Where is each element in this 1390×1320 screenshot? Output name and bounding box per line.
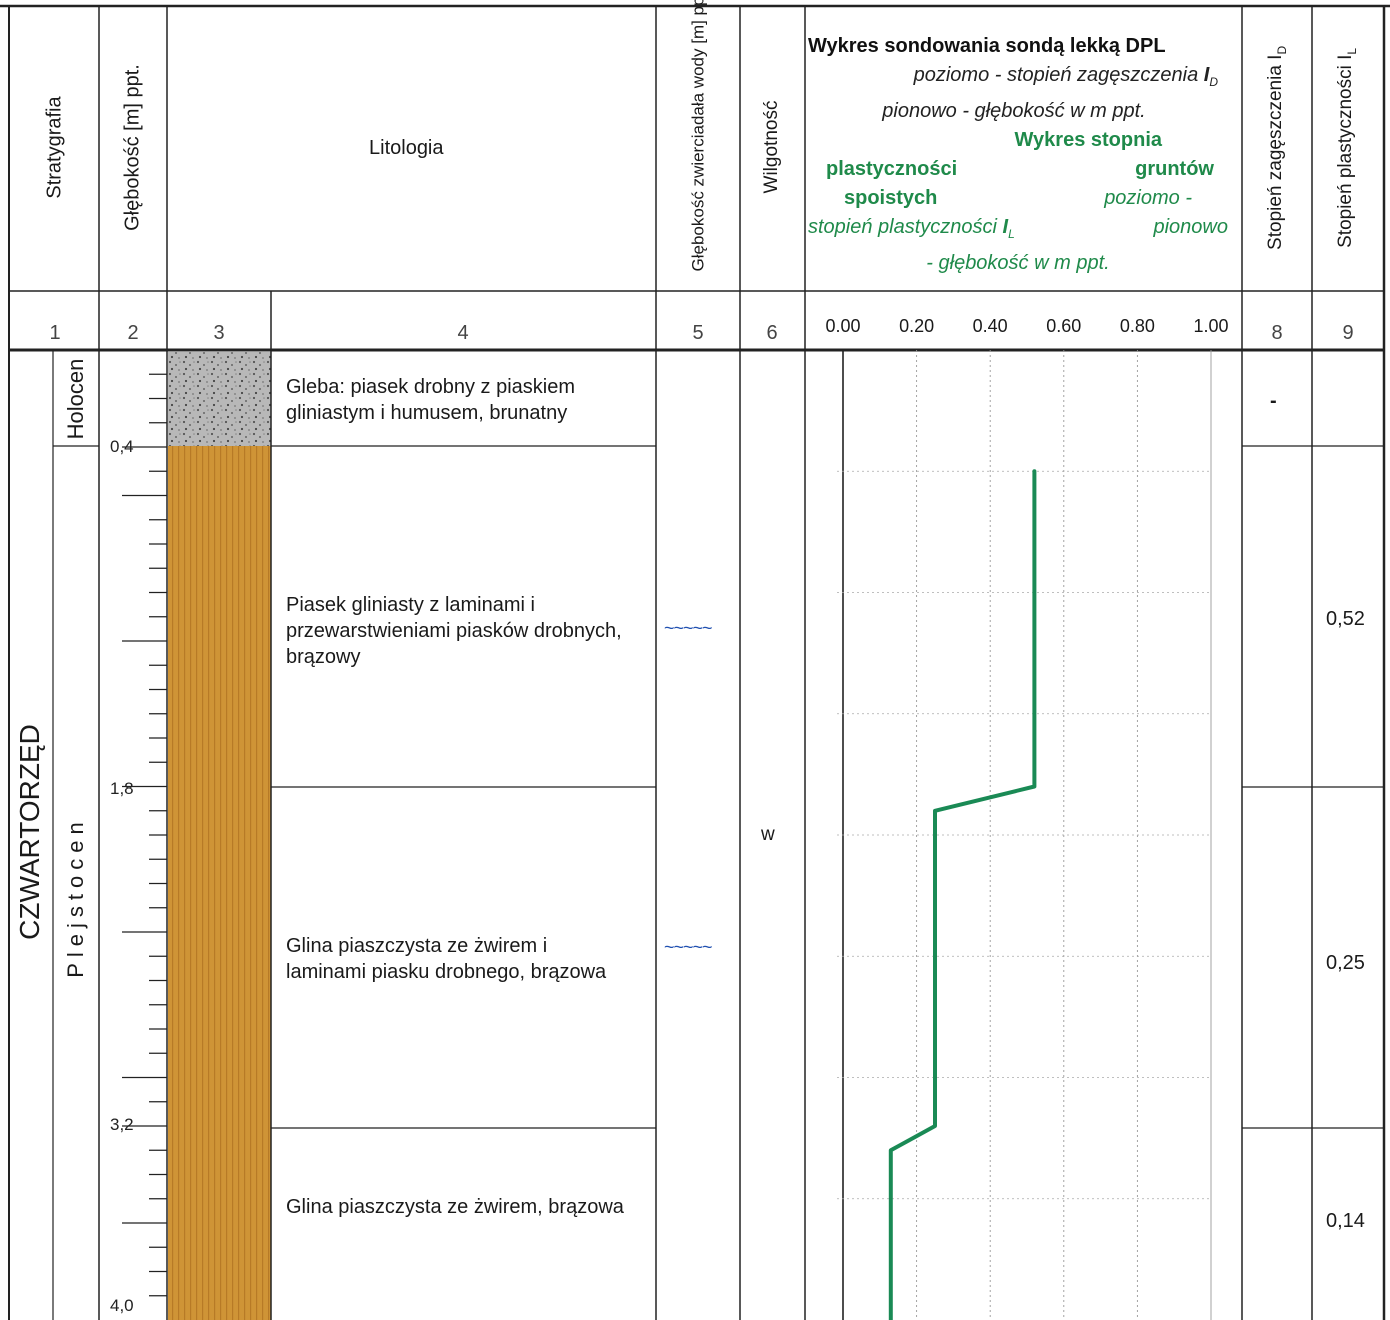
layer-2-description: Piasek gliniasty z laminami i przewarstwi… [286, 594, 622, 668]
holocene-label: Holocen [63, 358, 88, 440]
id-value-layer-1: - [1270, 390, 1277, 412]
il-value-layer-3: 0,25 [1326, 952, 1365, 974]
header-water-depth: Głębokość zwierciadała wody [m] ppt. [688, 0, 709, 272]
chart-x-tick-label: 0.20 [899, 316, 935, 336]
chart-title-line3: pionowo - głębokość w m ppt. [882, 100, 1146, 122]
header-wilgotnosc: Wilgotność [761, 100, 782, 194]
chart-title-line8: - głębokość w m ppt. [926, 252, 1110, 274]
depth-label-4-0: 4,0 [110, 1296, 134, 1315]
plasticity-curve [888, 469, 1037, 1320]
header-il-sub: L [1344, 47, 1359, 55]
header-id-text: Stopień zagęszczenia I [1265, 54, 1287, 250]
era-label: CZWARTORZĘD [14, 724, 45, 940]
depth-scale-ticks [122, 373, 167, 1297]
col-number-1: 1 [49, 322, 61, 344]
header-stratygrafia: Stratygrafia [43, 96, 66, 199]
layer-4-description: Glina piaszczysta ze żwirem, brązowa [286, 1196, 624, 1218]
depth-label-0-4: 0,4 [110, 437, 134, 456]
header-stopien-zageszczenia: Stopień zagęszczenia ID [1265, 13, 1289, 283]
col-number-5: 5 [692, 322, 704, 344]
chart-title-line4: Wykres stopnia [1014, 129, 1162, 151]
table-frame [0, 4, 1390, 1320]
col-number-8: 8 [1271, 322, 1283, 344]
chart-title: Wykres sondowania sondą lekką DPL poziom… [808, 32, 1236, 278]
moisture-value: w [761, 824, 775, 845]
pleistocene-label: Plejstocen [63, 816, 88, 978]
chart-title-line6: spoistych poziomo - [844, 187, 1192, 209]
il-value-layer-4: 0,14 [1326, 1210, 1365, 1232]
soil-pattern-fill [168, 352, 271, 446]
header-water-depth-text: Głębokość zwierciadała wody [m] ppt. [688, 0, 708, 272]
depth-label-3-2: 3,2 [110, 1115, 134, 1134]
header-glebokosc: Głębokość [m] ppt. [121, 64, 144, 231]
chart-title-line7: stopień plastyczności IL pionowo [808, 216, 1228, 241]
header-id-sub: D [1274, 45, 1289, 55]
header-il-text: Stopień plastyczności I [1335, 54, 1357, 248]
chart-x-tick-label: 1.00 [1193, 316, 1229, 336]
water-level-mark-1: ~~~~~ [664, 618, 713, 638]
col-number-9: 9 [1342, 322, 1354, 344]
chart-title-line2: poziomo - stopień zagęszczenia ID [913, 64, 1218, 89]
header-stopien-plastycznosci: Stopień plastyczności IL [1335, 13, 1359, 283]
chart-title-line1: Wykres sondowania sondą lekką DPL [808, 35, 1166, 57]
header-litologia: Litologia [369, 137, 444, 159]
depth-label-1-8: 1,8 [110, 779, 134, 798]
layer-1-description: Gleba: piasek drobny z piaskiem gliniasty… [286, 376, 576, 424]
col-number-4: 4 [457, 322, 469, 344]
chart-title-line5: plastyczności gruntów [826, 158, 1214, 180]
water-level-mark-2: ~~~~~ [664, 937, 713, 957]
col-number-3: 3 [213, 322, 225, 344]
layer-3-description: Glina piaszczysta ze żwirem i laminami pi… [286, 935, 607, 983]
chart-x-tick-label: 0.80 [1119, 316, 1155, 336]
chart-x-tick-label: 0.00 [825, 316, 861, 336]
chart-x-tick-label: 0.40 [972, 316, 1008, 336]
chart-x-tick-label: 0.60 [1046, 316, 1082, 336]
col-number-6: 6 [766, 322, 778, 344]
sand-pattern-fill [168, 446, 271, 1320]
col-number-2: 2 [127, 322, 139, 344]
chart-grid [837, 350, 1212, 1320]
il-value-layer-2: 0,52 [1326, 608, 1365, 630]
